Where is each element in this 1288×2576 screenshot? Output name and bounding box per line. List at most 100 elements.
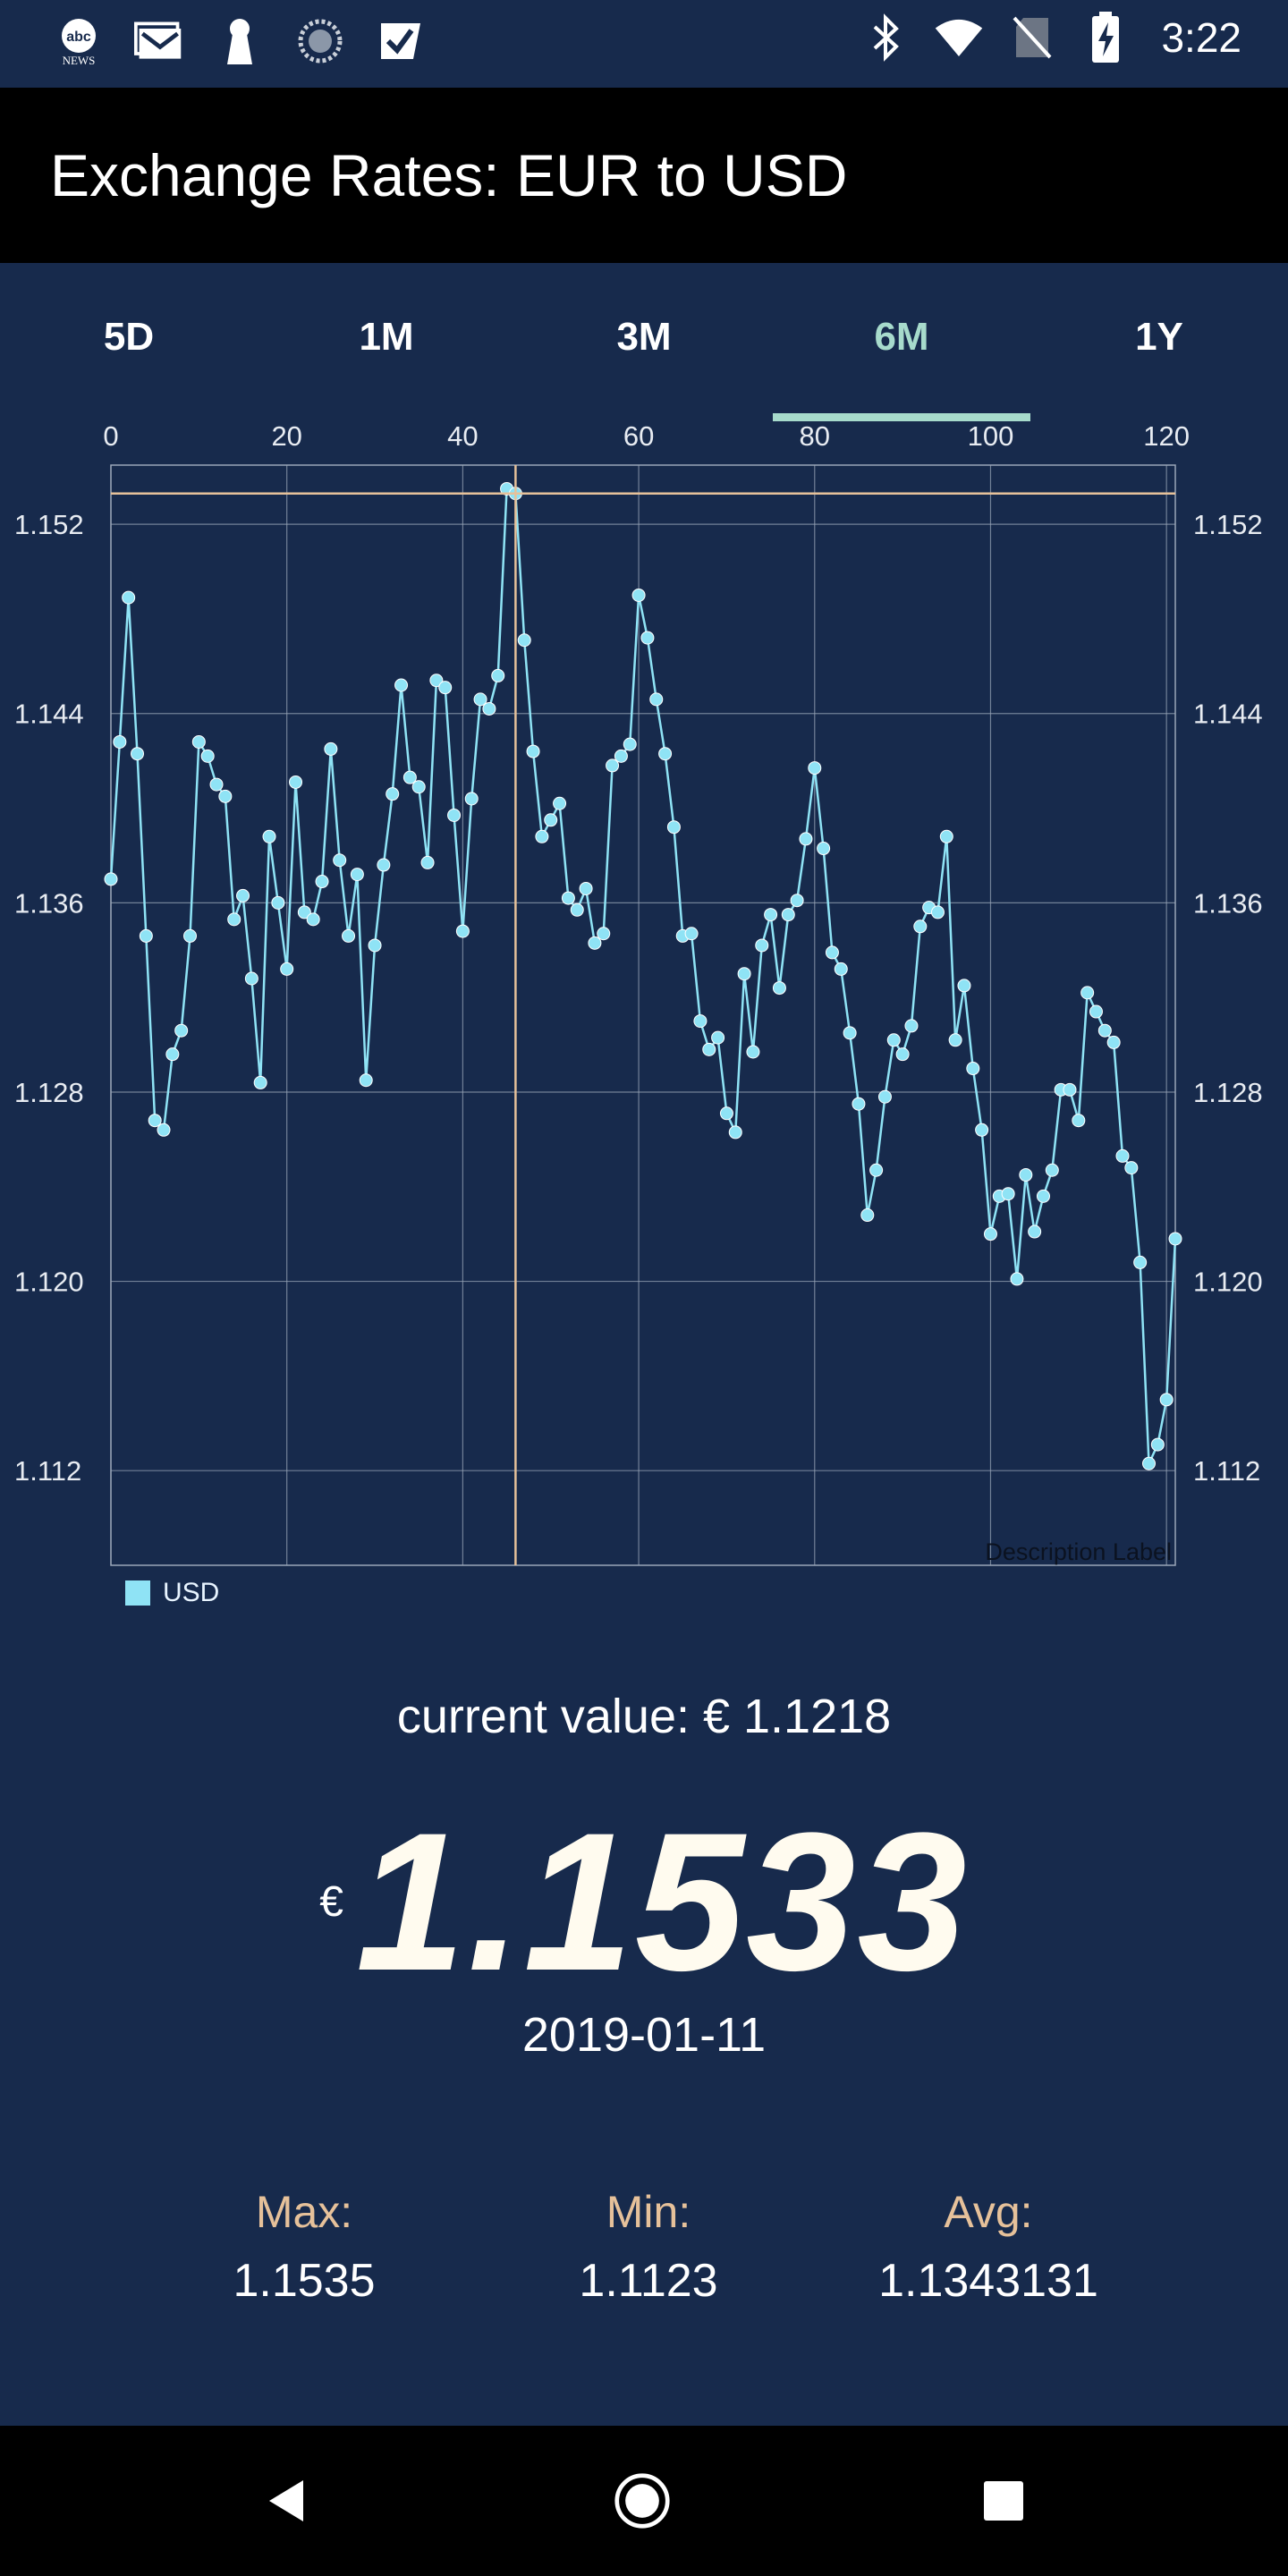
data-point: [1036, 1189, 1050, 1203]
tab-1y[interactable]: 1Y: [1135, 315, 1183, 359]
x-tick-label: 80: [800, 424, 830, 452]
news-badge-text: NEWS: [63, 54, 96, 66]
y-tick-label-left: 1.128: [14, 1077, 84, 1108]
app-bar: Exchange Rates: EUR to USD: [0, 88, 1288, 263]
data-point: [772, 981, 786, 996]
data-point: [244, 971, 258, 986]
tab-3m[interactable]: 3M: [616, 315, 672, 359]
tab-5d[interactable]: 5D: [103, 315, 155, 359]
data-point: [886, 1033, 901, 1047]
rate-chart[interactable]: 0 20 40 60 80 100 120 1.112 1.112 1.120 1.120 1.128…: [0, 424, 1288, 1607]
data-point: [1063, 1082, 1077, 1097]
keyhole-icon: [215, 16, 265, 66]
data-point: [640, 631, 655, 645]
data-point: [764, 908, 778, 922]
data-point: [913, 919, 928, 934]
page-title: Exchange Rates: EUR to USD: [50, 142, 848, 208]
no-sim-icon: [1007, 13, 1057, 63]
data-point: [1019, 1168, 1033, 1182]
data-point: [359, 1073, 373, 1088]
data-point: [113, 734, 127, 749]
data-point: [799, 832, 813, 846]
data-point: [948, 1033, 962, 1047]
data-point: [377, 858, 391, 872]
y-tick-label-left: 1.112: [14, 1455, 81, 1487]
abc-news-icon: abc NEWS: [54, 16, 104, 66]
data-point: [411, 780, 426, 794]
y-tick-label-left: 1.136: [14, 887, 84, 919]
data-point: [1097, 1023, 1112, 1038]
data-point: [570, 902, 584, 917]
data-point: [843, 1026, 857, 1040]
data-point: [544, 813, 558, 827]
data-point: [236, 888, 250, 902]
data-point: [877, 1089, 892, 1104]
data-point: [1089, 1004, 1103, 1019]
y-tick-label-right: 1.136: [1193, 887, 1263, 919]
data-point: [315, 875, 329, 889]
data-point: [1028, 1224, 1042, 1239]
data-point: [131, 747, 145, 761]
data-point: [104, 872, 118, 886]
legend-swatch: [125, 1580, 150, 1606]
data-point: [1045, 1163, 1059, 1177]
selected-date: 2019-01-11: [521, 2008, 767, 2062]
data-point: [139, 928, 153, 943]
y-tick-label-right: 1.120: [1193, 1267, 1263, 1298]
data-point: [561, 891, 575, 905]
data-point: [1133, 1255, 1148, 1269]
data-point: [930, 905, 945, 919]
data-point: [895, 1047, 910, 1062]
data-point: [1159, 1393, 1174, 1407]
recents-icon[interactable]: [975, 2472, 1032, 2529]
data-point: [535, 829, 549, 843]
data-point: [429, 674, 444, 688]
avg-value: 1.1343131: [878, 2255, 1098, 2307]
tab-6m[interactable]: 6M: [874, 315, 929, 359]
data-point: [817, 842, 831, 856]
gmail-icon: [134, 16, 184, 66]
max-label: Max:: [255, 2187, 353, 2237]
navigation-bar: [0, 2426, 1288, 2576]
data-point: [702, 1042, 716, 1056]
data-point: [1072, 1114, 1086, 1128]
data-point: [191, 734, 206, 749]
x-tick-label: 20: [271, 424, 301, 452]
range-tabs: 5D 1M 3M 6M 1Y: [0, 263, 1288, 424]
circle-icon: [295, 16, 345, 66]
back-icon[interactable]: [258, 2472, 315, 2529]
data-point: [464, 792, 479, 806]
data-point: [834, 962, 848, 976]
stats-row: Max: 1.1535 Min: 1.1123 Avg: 1.1343131: [0, 2186, 1288, 2320]
status-bar: abc NEWS: [0, 0, 1288, 88]
data-point: [200, 749, 215, 763]
data-point: [262, 829, 276, 843]
bluetooth-icon: [860, 13, 911, 63]
data-point: [808, 761, 822, 775]
tab-1m[interactable]: 1M: [359, 315, 414, 359]
current-value: current value: € 1.1218: [396, 1690, 892, 1743]
y-tick-label-left: 1.152: [14, 509, 84, 540]
data-point: [438, 681, 453, 695]
data-point: [649, 692, 664, 707]
stat-max: Max: 1.1535: [134, 2186, 474, 2308]
line-chart-svg[interactable]: 0 20 40 60 80 100 120 1.112 1.112 1.120 1.120 1.128…: [0, 424, 1288, 1587]
min-value: 1.1123: [579, 2255, 718, 2307]
data-point: [614, 749, 628, 763]
data-point: [693, 1014, 708, 1029]
data-point: [289, 775, 303, 789]
currency-symbol: €: [319, 1878, 343, 1926]
home-icon[interactable]: [614, 2472, 671, 2529]
data-point: [306, 912, 320, 927]
data-point: [174, 1023, 189, 1038]
data-point: [597, 927, 611, 941]
data-point: [209, 777, 224, 792]
data-point: [606, 758, 620, 773]
data-point: [852, 1097, 866, 1111]
data-point: [350, 868, 364, 882]
status-time: 3:22: [1161, 14, 1241, 61]
data-point: [684, 927, 699, 941]
data-point: [402, 770, 417, 784]
min-label: Min:: [606, 2187, 691, 2237]
data-point: [658, 747, 673, 761]
